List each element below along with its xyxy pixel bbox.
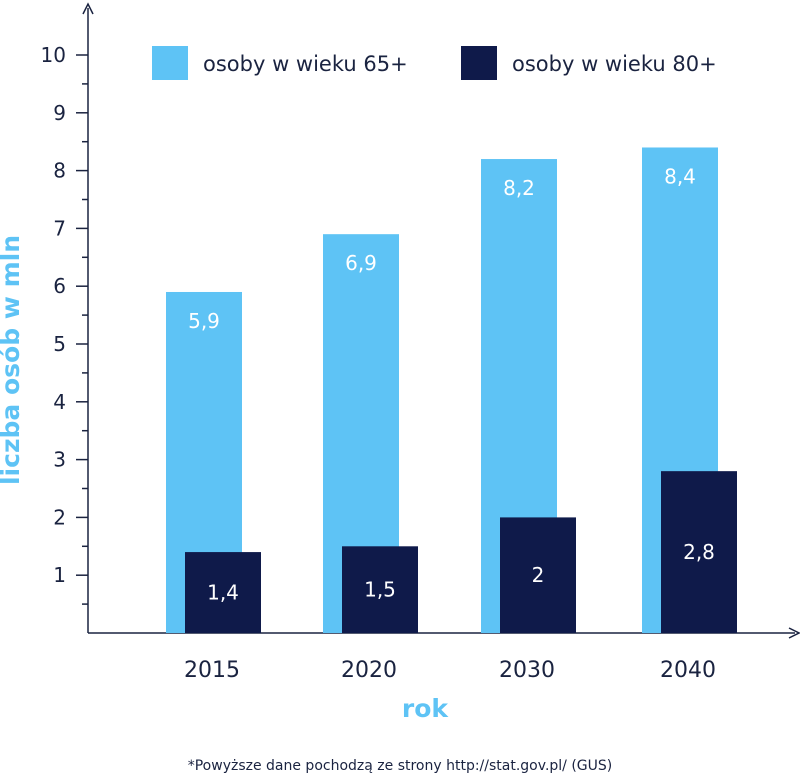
bar-80plus xyxy=(661,471,737,633)
y-tick-label: 5 xyxy=(53,332,66,356)
bar-80plus xyxy=(500,517,576,633)
x-axis-title: rok xyxy=(402,694,450,723)
x-axis-arrow xyxy=(788,627,800,639)
bar-value-label-80plus: 2 xyxy=(532,563,545,587)
y-tick-label: 4 xyxy=(53,390,66,414)
legend: osoby w wieku 65+ osoby w wieku 80+ xyxy=(152,46,717,80)
bar-80plus xyxy=(342,546,418,633)
bar-80plus xyxy=(185,552,261,633)
legend-swatch-65plus xyxy=(152,46,188,80)
y-axis-title: liczba osób w mln xyxy=(0,235,25,485)
legend-label-80plus: osoby w wieku 80+ xyxy=(512,52,717,76)
x-tick-label: 2020 xyxy=(341,658,397,683)
y-tick-label: 3 xyxy=(53,448,66,472)
y-tick-label: 1 xyxy=(53,563,66,587)
x-tick-label: 2040 xyxy=(660,658,716,683)
legend-label-65plus: osoby w wieku 65+ xyxy=(203,52,408,76)
bar-value-label-65plus: 8,2 xyxy=(503,176,535,200)
bar-value-label-65plus: 8,4 xyxy=(664,164,696,188)
y-tick-label: 6 xyxy=(53,274,66,298)
y-tick-label: 7 xyxy=(53,216,66,240)
bar-value-label-65plus: 5,9 xyxy=(188,309,220,333)
y-tick-label: 9 xyxy=(53,101,66,125)
bar-value-label-65plus: 6,9 xyxy=(345,251,377,275)
bars-group: 5,9 1,4 6,9 1,5 8,2 2 8,4 2,8 xyxy=(166,147,737,634)
bar-value-label-80plus: 1,5 xyxy=(364,578,396,602)
y-axis-arrow xyxy=(82,2,94,15)
y-tick-label: 2 xyxy=(53,505,66,529)
x-tick-label-group: 2015 2020 2030 2040 xyxy=(184,658,716,683)
x-tick-label: 2015 xyxy=(184,658,240,683)
legend-swatch-80plus xyxy=(461,46,497,80)
y-tick-label: 10 xyxy=(41,43,66,67)
y-tick-group: 1 2 3 4 5 6 7 8 9 10 xyxy=(41,43,88,605)
x-tick-label: 2030 xyxy=(499,658,555,683)
bar-value-label-80plus: 2,8 xyxy=(683,540,715,564)
bar-value-label-80plus: 1,4 xyxy=(207,581,239,605)
y-tick-label: 8 xyxy=(53,159,66,183)
source-footnote: *Powyższe dane pochodzą ze strony http:/… xyxy=(188,758,613,774)
